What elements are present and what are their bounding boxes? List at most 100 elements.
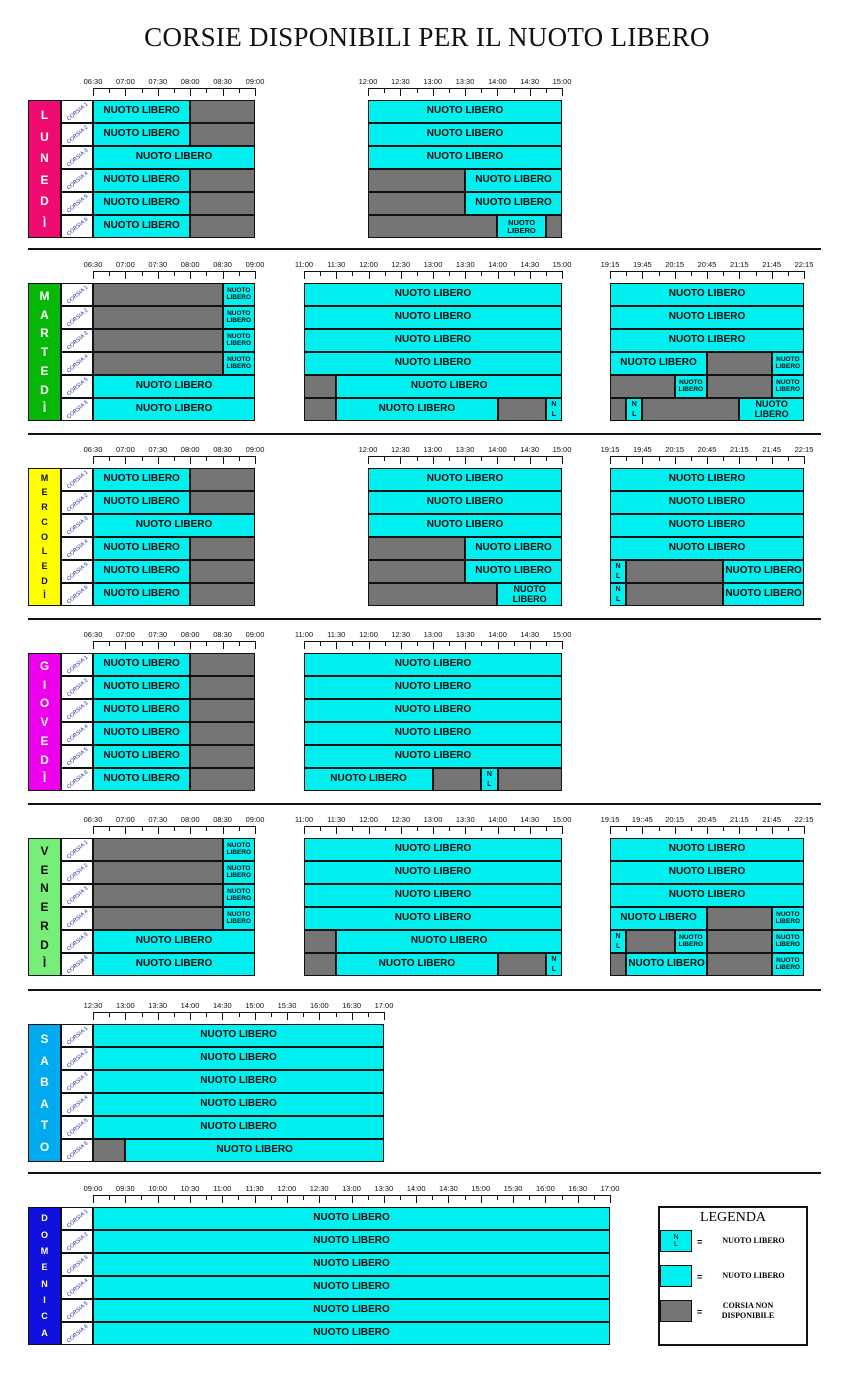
lane-label-cell: CORSIA 4 bbox=[61, 1093, 93, 1116]
lane-label-cell: CORSIA 5 bbox=[61, 745, 93, 768]
time-tick bbox=[206, 826, 208, 831]
time-tick bbox=[190, 88, 192, 96]
day-letter: S bbox=[40, 1032, 49, 1047]
lane-free-swim: NUOTO LIBERO bbox=[93, 1253, 610, 1276]
time-tick bbox=[351, 1012, 353, 1020]
lane-label-cell: CORSIA 6 bbox=[61, 215, 93, 238]
lane-label-cell: CORSIA 6 bbox=[61, 768, 93, 791]
lane-free-swim: NUOTO LIBERO bbox=[304, 722, 562, 745]
day-letter: M bbox=[40, 472, 49, 483]
time-tick bbox=[400, 826, 402, 834]
lane-free-swim: NUOTO LIBERO bbox=[771, 930, 804, 953]
lane-label-cell: CORSIA 2 bbox=[61, 676, 93, 699]
time-tick bbox=[577, 1195, 579, 1203]
day-letter: E bbox=[40, 172, 49, 187]
time-tick bbox=[755, 826, 757, 831]
lane-label: CORSIA 4 bbox=[66, 723, 90, 744]
day-letter: C bbox=[41, 516, 48, 527]
lane-label-cell: CORSIA 6 bbox=[61, 583, 93, 606]
lane-free-swim: NUOTO LIBERO bbox=[93, 514, 255, 537]
lane-free-swim: NUOTO LIBERO bbox=[336, 953, 498, 976]
time-tick bbox=[755, 271, 757, 276]
time-tick bbox=[449, 826, 451, 831]
day-letter: M bbox=[40, 1246, 49, 1256]
time-tick bbox=[141, 1195, 143, 1200]
lane-free-swim: NUOTO LIBERO bbox=[336, 398, 498, 421]
day-letter: N bbox=[40, 151, 49, 166]
time-label: 22:15 bbox=[794, 815, 814, 824]
time-label: 13:30 bbox=[455, 630, 475, 639]
lane-label-cell: CORSIA 4 bbox=[61, 352, 93, 375]
lane-label: CORSIA 4 bbox=[66, 353, 90, 374]
time-label: 19:15 bbox=[600, 260, 620, 269]
lane-nl-mark: N L bbox=[626, 398, 643, 421]
time-label: 08:00 bbox=[180, 630, 200, 639]
lane-label: CORSIA 5 bbox=[66, 931, 90, 952]
time-tick bbox=[125, 1195, 127, 1203]
day-letter: N bbox=[41, 1278, 48, 1289]
time-label: 11:30 bbox=[327, 260, 346, 269]
lane-label: CORSIA 3 bbox=[66, 1071, 90, 1092]
time-tick bbox=[771, 456, 773, 464]
time-tick bbox=[238, 1012, 240, 1017]
lane-unavailable bbox=[545, 215, 562, 238]
lane-free-swim: NUOTO LIBERO bbox=[304, 768, 433, 791]
lane-label-cell: CORSIA 3 bbox=[61, 884, 93, 907]
time-tick bbox=[109, 88, 111, 93]
day-letter: V bbox=[40, 715, 49, 729]
lane-label: CORSIA 6 bbox=[66, 1323, 90, 1344]
time-label: 13:00 bbox=[423, 630, 443, 639]
time-tick bbox=[674, 826, 676, 834]
lane-label-cell: CORSIA 6 bbox=[61, 1322, 93, 1345]
lane-free-swim: NUOTO LIBERO bbox=[125, 1139, 384, 1162]
time-tick bbox=[270, 1012, 272, 1017]
day-letter: D bbox=[40, 937, 49, 952]
lane-free-swim: NUOTO LIBERO bbox=[610, 838, 804, 861]
time-tick bbox=[255, 271, 256, 279]
lane-free-swim: NUOTO LIBERO bbox=[93, 1230, 610, 1253]
time-label: 19:15 bbox=[600, 815, 620, 824]
lane-free-swim: NUOTO LIBERO bbox=[465, 192, 562, 215]
time-tick bbox=[384, 1012, 385, 1020]
day-separator bbox=[28, 248, 821, 250]
day-letter: T bbox=[40, 1118, 49, 1133]
time-tick bbox=[222, 88, 224, 96]
time-label: 14:00 bbox=[488, 815, 507, 824]
time-tick bbox=[174, 88, 175, 93]
lane-free-swim: NUOTO LIBERO bbox=[93, 1047, 384, 1070]
lane-label-cell: CORSIA 2 bbox=[61, 1230, 93, 1253]
time-tick bbox=[368, 456, 369, 464]
time-tick bbox=[319, 1195, 321, 1203]
legend-box: LEGENDA bbox=[658, 1206, 808, 1346]
time-tick bbox=[206, 1012, 208, 1017]
time-tick bbox=[174, 271, 175, 276]
time-tick bbox=[384, 641, 386, 646]
lane-free-swim: NUOTO LIBERO bbox=[465, 169, 562, 192]
lane-nl-mark: N L bbox=[610, 583, 627, 606]
time-tick bbox=[206, 271, 208, 276]
time-tick bbox=[141, 88, 143, 93]
time-label: 12:00 bbox=[359, 815, 378, 824]
day-letter: M bbox=[39, 288, 50, 303]
time-tick bbox=[497, 88, 499, 96]
time-tick bbox=[465, 456, 466, 464]
day-letter: D bbox=[41, 575, 48, 586]
lane-free-swim: NUOTO LIBERO bbox=[610, 861, 804, 884]
day-letter: E bbox=[40, 900, 49, 914]
lane-free-swim: NUOTO LIBERO bbox=[93, 1070, 384, 1093]
day-letter: O bbox=[40, 1229, 48, 1240]
time-label: 11:00 bbox=[213, 1184, 232, 1193]
time-label: 21:45 bbox=[762, 260, 782, 269]
time-tick bbox=[513, 826, 515, 831]
day-letter: I bbox=[42, 677, 47, 692]
time-label: 12:30 bbox=[391, 815, 411, 824]
time-tick bbox=[496, 1195, 498, 1200]
lane-label-cell: CORSIA 2 bbox=[61, 1047, 93, 1070]
time-tick bbox=[626, 271, 628, 276]
lane-label: CORSIA 4 bbox=[66, 538, 90, 559]
lane-unavailable bbox=[642, 398, 740, 421]
time-label: 22:15 bbox=[794, 260, 814, 269]
time-label: 15:30 bbox=[503, 1184, 523, 1193]
legend-title: LEGENDA bbox=[699, 1210, 767, 1225]
time-tick bbox=[448, 88, 450, 93]
